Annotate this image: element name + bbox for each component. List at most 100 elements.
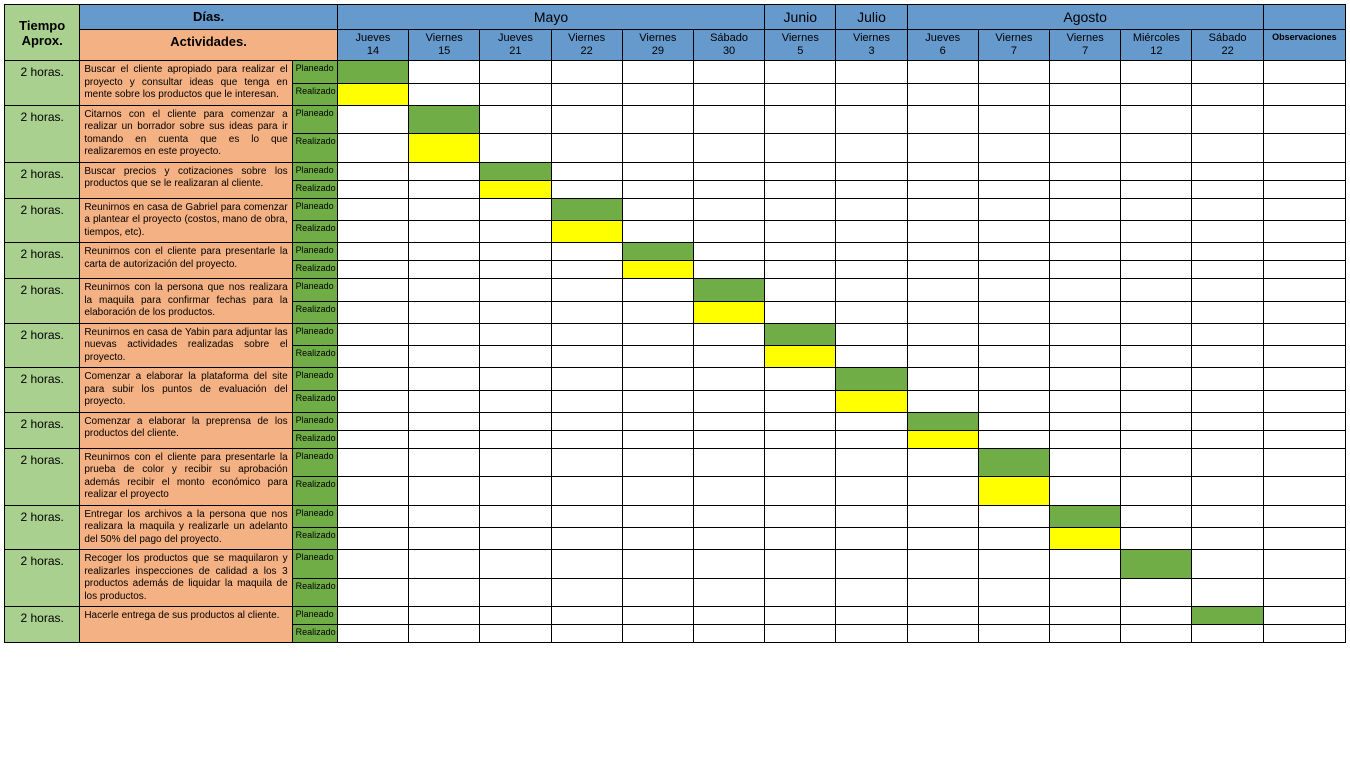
gantt-cell (551, 105, 622, 134)
obs-cell (1263, 261, 1345, 279)
gantt-cell (337, 279, 408, 301)
gantt-cell (836, 505, 907, 527)
gantt-cell (337, 607, 408, 625)
gantt-cell (551, 301, 622, 323)
tiempo-cell: 2 horas. (5, 162, 80, 198)
gantt-cell (765, 83, 836, 105)
gantt-cell (480, 607, 551, 625)
header-blank (1263, 5, 1345, 30)
status-realizado: Realizado (292, 430, 337, 448)
obs-cell (1263, 578, 1345, 607)
gantt-cell (480, 550, 551, 579)
gantt-cell (693, 243, 764, 261)
gantt-cell (693, 61, 764, 83)
gantt-cell (978, 528, 1049, 550)
gantt-cell (1121, 83, 1192, 105)
gantt-cell (693, 528, 764, 550)
gantt-cell (907, 412, 978, 430)
gantt-cell (551, 162, 622, 180)
gantt-cell (551, 448, 622, 477)
gantt-cell (836, 607, 907, 625)
obs-cell (1263, 83, 1345, 105)
gantt-cell (337, 243, 408, 261)
gantt-cell (907, 162, 978, 180)
gantt-cell (1192, 105, 1263, 134)
gantt-cell (480, 279, 551, 301)
gantt-table: Tiempo Aprox. Días. Mayo Junio Julio Ago… (4, 4, 1346, 643)
gantt-cell (1050, 368, 1121, 390)
gantt-cell (1192, 505, 1263, 527)
header-day-5: Sábado30 (693, 30, 764, 61)
status-planeado: Planeado (292, 105, 337, 134)
header-day-8: Jueves6 (907, 30, 978, 61)
gantt-cell (907, 368, 978, 390)
status-realizado: Realizado (292, 180, 337, 198)
gantt-cell (836, 528, 907, 550)
status-realizado: Realizado (292, 134, 337, 163)
gantt-cell (693, 448, 764, 477)
gantt-cell (551, 550, 622, 579)
gantt-cell (409, 261, 480, 279)
gantt-cell (907, 221, 978, 243)
gantt-cell (907, 243, 978, 261)
gantt-cell (1192, 477, 1263, 506)
gantt-cell (480, 301, 551, 323)
gantt-cell (907, 346, 978, 368)
header-day-11: Miércoles12 (1121, 30, 1192, 61)
gantt-cell (622, 61, 693, 83)
gantt-cell (836, 390, 907, 412)
status-realizado: Realizado (292, 221, 337, 243)
gantt-cell (1192, 430, 1263, 448)
gantt-cell (693, 105, 764, 134)
gantt-cell (978, 625, 1049, 643)
tiempo-cell: 2 horas. (5, 368, 80, 413)
gantt-cell (1050, 301, 1121, 323)
gantt-cell (836, 180, 907, 198)
activity-cell: Comenzar a elaborar la preprensa de los … (80, 412, 292, 448)
gantt-cell (1050, 390, 1121, 412)
gantt-cell (622, 243, 693, 261)
gantt-cell (1192, 61, 1263, 83)
gantt-cell (836, 243, 907, 261)
header-day-4: Viernes29 (622, 30, 693, 61)
gantt-cell (765, 607, 836, 625)
gantt-cell (551, 528, 622, 550)
status-planeado: Planeado (292, 448, 337, 477)
gantt-cell (622, 198, 693, 220)
gantt-cell (1121, 505, 1192, 527)
gantt-cell (836, 279, 907, 301)
gantt-cell (1050, 180, 1121, 198)
gantt-cell (978, 412, 1049, 430)
activity-cell: Buscar el cliente apropiado para realiza… (80, 61, 292, 106)
gantt-cell (409, 105, 480, 134)
gantt-cell (1121, 279, 1192, 301)
gantt-cell (409, 221, 480, 243)
gantt-cell (836, 162, 907, 180)
gantt-cell (1050, 198, 1121, 220)
gantt-cell (337, 390, 408, 412)
gantt-cell (337, 346, 408, 368)
status-planeado: Planeado (292, 279, 337, 301)
obs-cell (1263, 477, 1345, 506)
gantt-cell (1050, 448, 1121, 477)
header-day-0: Jueves14 (337, 30, 408, 61)
gantt-cell (765, 368, 836, 390)
activity-cell: Citarnos con el cliente para comenzar a … (80, 105, 292, 162)
gantt-cell (907, 134, 978, 163)
gantt-cell (622, 261, 693, 279)
gantt-cell (622, 83, 693, 105)
gantt-cell (693, 198, 764, 220)
gantt-cell (907, 578, 978, 607)
gantt-cell (1192, 83, 1263, 105)
gantt-cell (337, 134, 408, 163)
status-realizado: Realizado (292, 625, 337, 643)
gantt-cell (480, 505, 551, 527)
gantt-cell (765, 528, 836, 550)
gantt-cell (622, 134, 693, 163)
gantt-cell (765, 625, 836, 643)
gantt-cell (622, 279, 693, 301)
gantt-cell (337, 301, 408, 323)
gantt-cell (1192, 448, 1263, 477)
gantt-cell (409, 607, 480, 625)
gantt-cell (480, 180, 551, 198)
